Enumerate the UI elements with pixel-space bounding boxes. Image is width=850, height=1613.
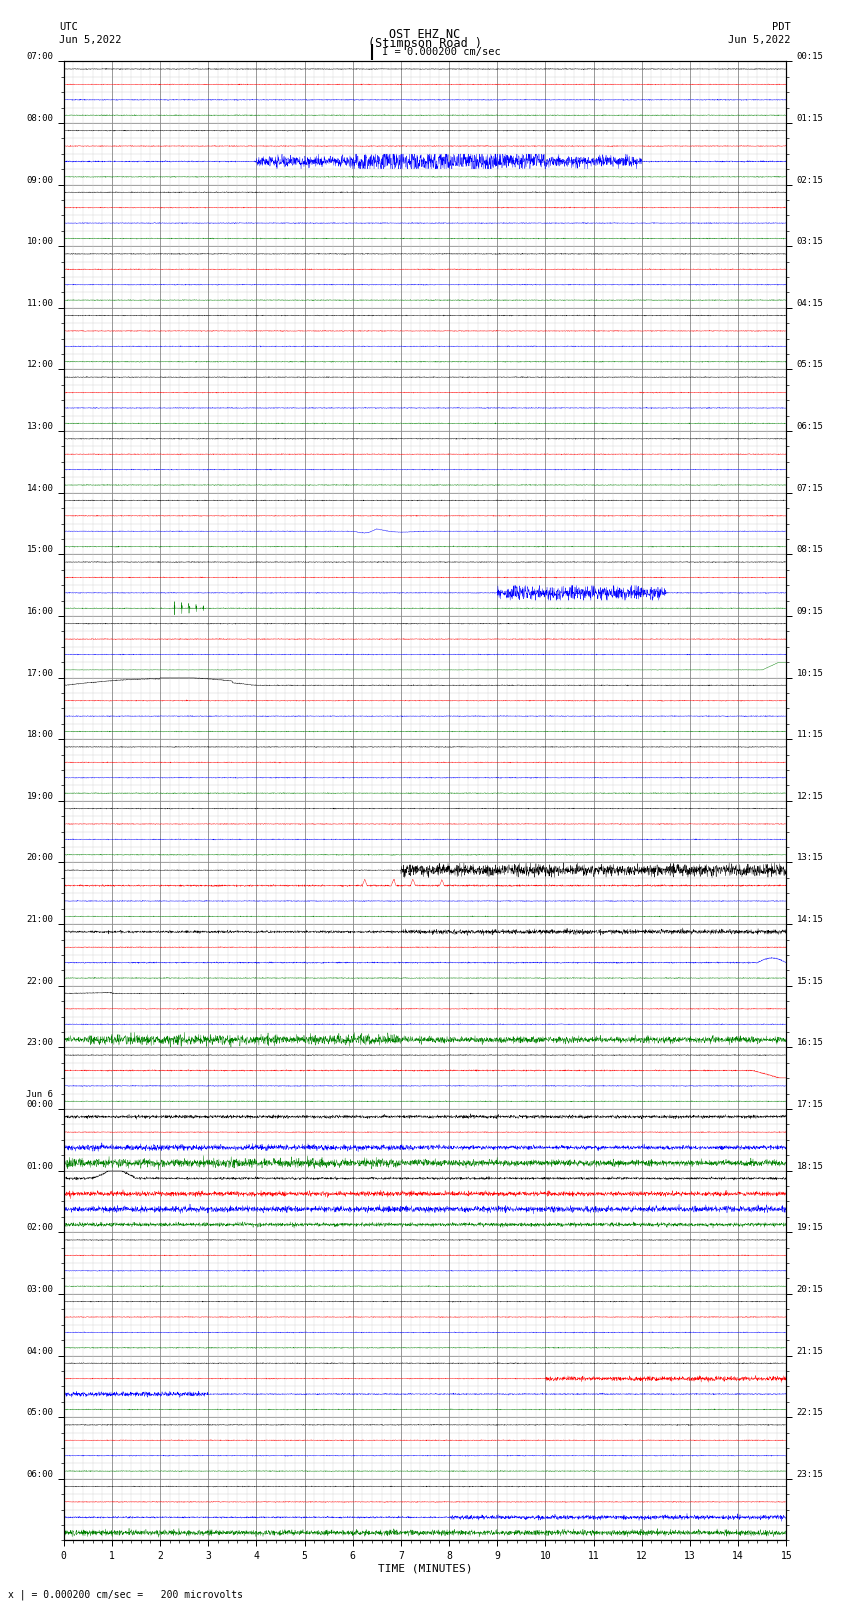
Text: OST EHZ NC: OST EHZ NC [389, 27, 461, 42]
Text: Jun 5,2022: Jun 5,2022 [60, 34, 122, 45]
Text: I = 0.000200 cm/sec: I = 0.000200 cm/sec [382, 47, 501, 58]
Text: Jun 5,2022: Jun 5,2022 [728, 34, 791, 45]
Text: (Stimpson Road ): (Stimpson Road ) [368, 37, 482, 50]
X-axis label: TIME (MINUTES): TIME (MINUTES) [377, 1563, 473, 1574]
Text: x | = 0.000200 cm/sec =   200 microvolts: x | = 0.000200 cm/sec = 200 microvolts [8, 1589, 243, 1600]
Text: UTC: UTC [60, 21, 78, 32]
Text: PDT: PDT [772, 21, 791, 32]
